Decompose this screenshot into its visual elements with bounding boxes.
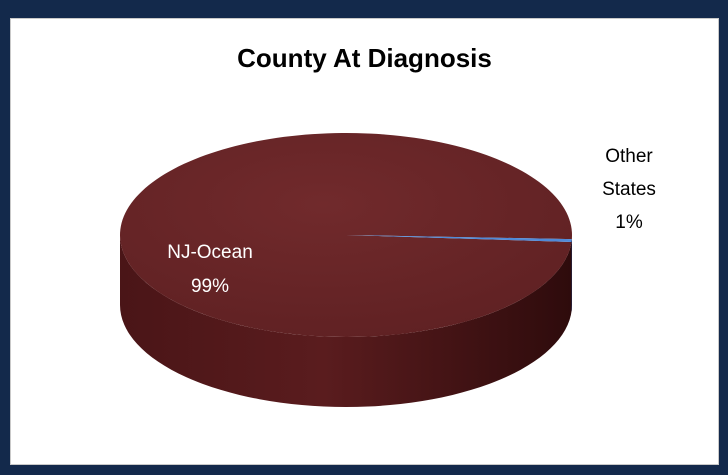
pie-side-wall [120, 235, 572, 407]
label-other-states-line2: States [602, 179, 656, 200]
pie-slice-nj-ocean [119, 132, 572, 337]
label-nj-ocean: NJ-Ocean [167, 242, 253, 263]
label-other-states-line1: Other [605, 146, 653, 167]
label-nj-ocean-percent: 99% [191, 276, 229, 297]
chart-title: County At Diagnosis [237, 43, 492, 73]
label-other-states-percent: 1% [615, 212, 643, 233]
pie-slice-other-states [346, 235, 572, 242]
